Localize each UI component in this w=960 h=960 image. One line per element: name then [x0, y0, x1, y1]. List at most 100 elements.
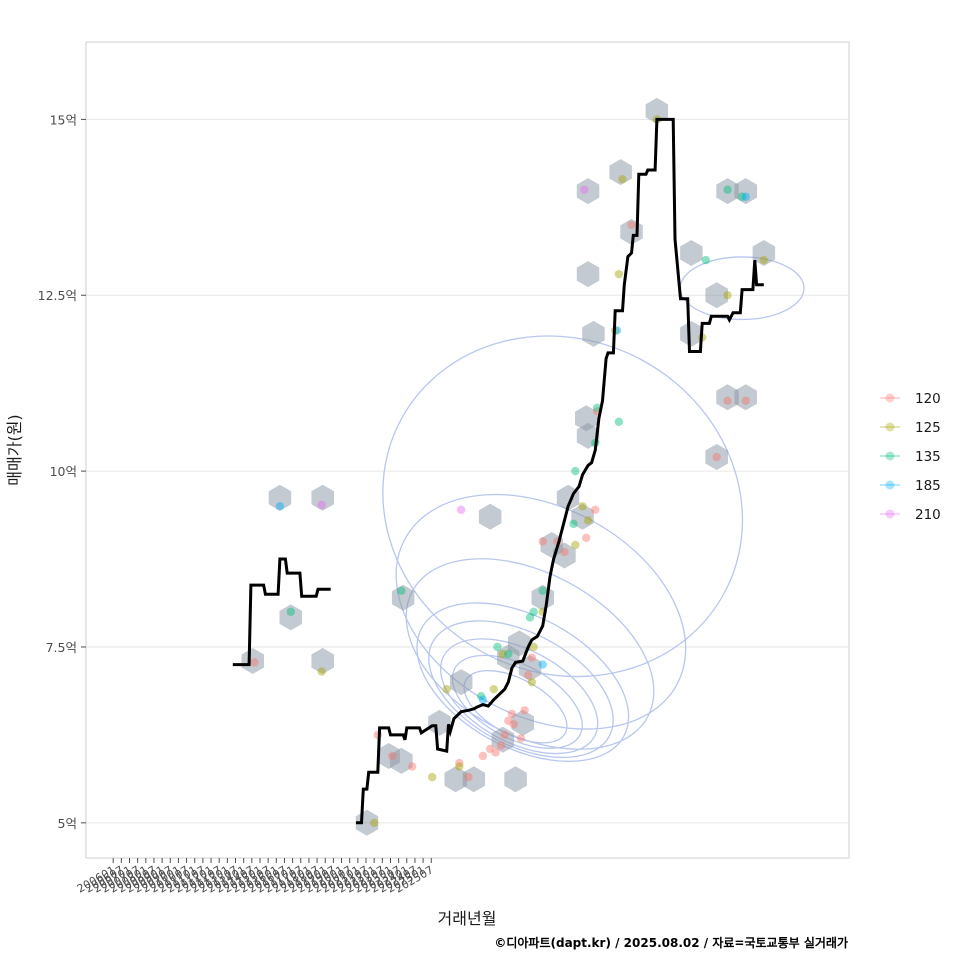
legend-key-marker: [885, 393, 895, 403]
plot-panel: [85, 41, 850, 859]
data-point-120: [478, 751, 488, 761]
data-point-120: [524, 670, 533, 680]
hexbin-layer: [241, 97, 776, 836]
data-point-120: [560, 547, 569, 557]
data-point-125: [489, 684, 498, 694]
data-point-125: [618, 174, 627, 184]
data-point-210: [317, 500, 326, 510]
hexbin-cell: [734, 178, 757, 205]
y-axis-title: 매매가(원): [5, 414, 24, 485]
y-tick-label: 15억: [50, 112, 77, 127]
hexbin-cell: [553, 542, 576, 569]
data-point-120: [723, 396, 732, 405]
data-point-120: [496, 741, 506, 750]
hexbin-cell: [462, 766, 486, 793]
data-point-120: [582, 533, 591, 543]
y-axis-ticks: 5억 7.5억 10억 12.5억 15억: [38, 112, 86, 831]
data-point-120: [504, 716, 513, 726]
y-tick-label: 5억: [58, 816, 77, 831]
hexbin-cell: [576, 178, 600, 205]
y-tick-label: 7.5억: [46, 640, 77, 655]
data-point-135: [493, 642, 502, 652]
legend-label: 120: [915, 391, 941, 407]
hexbin-cell: [311, 484, 334, 511]
hexbin-cell: [576, 261, 600, 288]
data-point-185: [275, 502, 285, 511]
x-axis-title: 거래년월: [438, 909, 497, 928]
data-point-120: [591, 505, 600, 514]
data-point-125: [583, 516, 593, 525]
hexbin-cell: [705, 444, 728, 470]
legend-key-marker: [885, 509, 895, 519]
data-point-125: [369, 818, 379, 828]
data-point-125: [317, 667, 326, 676]
data-point-125: [455, 762, 464, 771]
data-point-135: [476, 692, 486, 701]
hexbin-cell: [444, 766, 467, 793]
data-point-125: [427, 772, 437, 782]
data-point-120: [741, 396, 750, 405]
data-point-135: [286, 607, 295, 616]
hexbin-cell: [311, 648, 334, 674]
data-point-120: [485, 744, 495, 754]
data-point-135: [723, 185, 732, 194]
legend-label: 125: [915, 420, 941, 436]
hexbin-cell: [680, 240, 703, 266]
data-point-120: [388, 751, 397, 761]
y-tick-label: 10억: [50, 464, 77, 479]
hexbin-cell: [241, 648, 264, 674]
data-point-135: [397, 586, 406, 595]
data-point-135: [529, 607, 538, 616]
data-point-125: [527, 677, 537, 687]
hexbin-cell: [582, 320, 605, 347]
legend-key-marker: [885, 422, 895, 432]
data-point-120: [464, 772, 473, 782]
data-point-120: [500, 730, 509, 740]
hexbin-cell: [268, 484, 292, 511]
data-point-120: [507, 709, 517, 718]
data-point-210: [456, 505, 466, 514]
data-point-120: [408, 762, 417, 771]
hexbin-cell: [449, 669, 473, 696]
data-point-120: [627, 220, 636, 230]
hexbin-cell: [507, 630, 531, 657]
hexbin-cell: [390, 747, 413, 774]
data-point-120: [491, 748, 500, 757]
data-point-185: [741, 192, 750, 201]
data-point-120: [520, 706, 529, 715]
hexbin-cell: [680, 320, 703, 347]
hexbin-cell: [575, 405, 598, 432]
hexbin-cell: [478, 503, 502, 530]
hexbin-cell: [279, 604, 303, 631]
hexbin-cell: [571, 503, 594, 530]
data-point-125: [498, 649, 508, 659]
data-point-125: [578, 502, 587, 511]
legend-key-marker: [885, 451, 895, 461]
legend: 120 125 135 185 210: [880, 391, 941, 523]
trend-line-layer: [232, 117, 764, 825]
hexbin-cell: [491, 726, 515, 753]
hexbin-cell: [705, 282, 728, 309]
x-axis-ticks: 2006012006072007012007072008012008072009…: [75, 858, 436, 896]
data-point-135: [614, 417, 624, 427]
data-point-125: [571, 540, 580, 550]
density-contour: [382, 335, 744, 678]
trend-line: [232, 117, 764, 825]
hexbin-cell: [609, 159, 632, 186]
data-point-120: [455, 758, 464, 768]
data-point-125: [529, 642, 538, 652]
data-point-125: [759, 255, 769, 265]
hexbin-cell: [511, 709, 534, 736]
data-point-120: [509, 720, 518, 729]
hexbin-cell: [428, 709, 451, 736]
hexbin-cell: [518, 655, 542, 682]
hexbin-cell: [645, 97, 669, 124]
data-point-120: [712, 452, 721, 462]
legend-key-marker: [885, 480, 895, 490]
hexbin-cell: [716, 384, 739, 411]
data-point-120: [527, 653, 537, 662]
data-point-135: [504, 649, 513, 659]
data-point-185: [538, 660, 547, 669]
data-point-135: [571, 466, 580, 476]
